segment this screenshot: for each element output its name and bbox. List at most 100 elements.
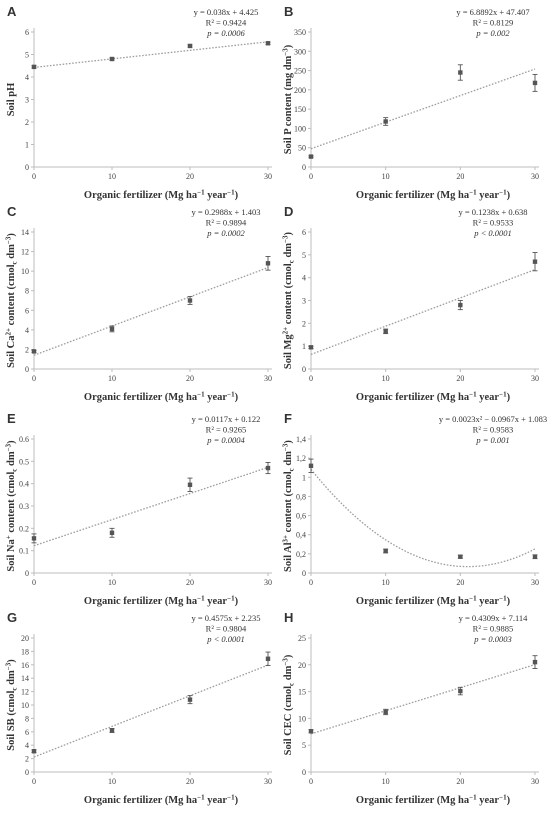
equation-line: R² = 0.9533 [473, 218, 514, 228]
x-tick-label: 20 [456, 777, 464, 786]
data-point [383, 329, 388, 334]
chart-panel-h: 0 5 10 15 20 25 0 10 20 30 H y = 0.4309x + 7.114R² … [282, 610, 539, 807]
trend-line [33, 266, 269, 356]
y-tick-label: 0.1 [19, 547, 29, 556]
panel-letter: D [284, 204, 293, 219]
y-tick-label: 6 [25, 306, 29, 315]
y-tick-label: 350 [294, 28, 306, 37]
x-tick-label: 20 [186, 578, 194, 587]
equation-line: p = 0.0003 [473, 634, 512, 644]
x-tick-label: 10 [382, 172, 390, 181]
data-point [532, 80, 538, 86]
equation-line: R² = 0.8129 [473, 18, 514, 28]
x-tick-label: 10 [382, 777, 390, 786]
x-tick-label: 10 [108, 374, 116, 383]
y-tick-label: 0.3 [19, 502, 29, 511]
trend-line [33, 664, 269, 758]
y-tick-label: 4 [302, 274, 306, 283]
data-point [532, 554, 538, 559]
equation-line: p = 0.002 [475, 28, 510, 38]
trend-line [310, 663, 536, 735]
y-tick-label: 0.6 [19, 435, 29, 444]
data-point [383, 119, 388, 124]
y-tick-label: 2 [25, 755, 29, 764]
equation-line: p = 0.001 [475, 435, 509, 445]
equation-line: R² = 0.9265 [206, 425, 247, 435]
y-tick-label: 3 [25, 96, 29, 105]
data-point [458, 302, 463, 308]
panel-letter: A [7, 4, 17, 19]
x-tick-label: 0 [309, 777, 313, 786]
y-tick-label: 1 [25, 141, 29, 150]
y-tick-label: 150 [294, 105, 306, 114]
x-tick-label: 20 [456, 172, 464, 181]
y-tick-label: 0 [302, 569, 306, 578]
y-tick-label: 0,6 [296, 512, 306, 521]
y-tick-label: 10 [21, 701, 29, 710]
x-tick-label: 30 [531, 777, 539, 786]
data-point [187, 298, 193, 303]
x-tick-label: 10 [108, 578, 116, 587]
equation-line: p = 0.0006 [206, 28, 245, 38]
data-point [308, 345, 314, 350]
data-point [308, 463, 314, 468]
x-axis-title: Organic fertilizer (Mg ha−1 year−1) [84, 189, 239, 202]
equation-line: R² = 0.9885 [473, 624, 514, 634]
y-axis-title: Soil pH [6, 83, 17, 117]
x-tick-label: 30 [264, 374, 272, 383]
y-tick-label: 16 [21, 661, 29, 670]
data-point [532, 659, 538, 665]
data-point [187, 482, 193, 487]
trend-line [33, 41, 269, 69]
data-point [265, 261, 271, 266]
x-tick-label: 10 [108, 777, 116, 786]
equation-line: y = 0.0023x² − 0.0967x + 1.083 [439, 414, 547, 424]
data-point [265, 41, 271, 46]
x-axis-title: Organic fertilizer (Mg ha−1 year−1) [356, 595, 511, 608]
data-point [109, 326, 115, 332]
y-tick-label: 12 [21, 688, 29, 697]
panel-letter: G [7, 610, 17, 625]
y-tick-label: 5 [302, 251, 306, 260]
x-tick-label: 0 [32, 777, 36, 786]
y-axis-title: Soil CEC (cmolc dm−3) [282, 654, 296, 755]
y-tick-label: 0 [302, 768, 306, 777]
x-tick-label: 20 [456, 374, 464, 383]
equation-line: p = 0.0002 [206, 228, 245, 238]
y-tick-label: 0 [302, 365, 306, 374]
y-tick-label: 2 [25, 118, 29, 127]
data-point [265, 465, 271, 471]
x-tick-label: 10 [382, 374, 390, 383]
x-tick-label: 20 [186, 777, 194, 786]
y-tick-label: 0.2 [19, 524, 29, 533]
panel-letter: H [284, 610, 293, 625]
data-point [532, 259, 538, 264]
panel-letter: B [284, 4, 293, 19]
equation-line: y = 0.4309x + 7.114 [459, 613, 529, 623]
y-tick-label: 200 [294, 86, 306, 95]
data-point [458, 688, 463, 694]
y-tick-label: 3 [302, 297, 306, 306]
equation-line: p < 0.0001 [473, 228, 512, 238]
y-tick-label: 0,8 [296, 492, 306, 501]
data-point [187, 697, 193, 702]
x-axis-title: Organic fertilizer (Mg ha−1 year−1) [356, 189, 511, 202]
x-axis-title: Organic fertilizer (Mg ha−1 year−1) [356, 794, 511, 807]
y-tick-label: 4 [25, 326, 29, 335]
y-axis-title: Soil Ca2+ content (cmolc dm−3) [5, 233, 19, 368]
trend-line [33, 466, 269, 547]
y-tick-label: 0 [25, 569, 29, 578]
equation-line: p = 0.0004 [206, 435, 245, 445]
data-point [187, 43, 193, 49]
y-tick-label: 12 [21, 248, 29, 257]
x-tick-label: 30 [531, 578, 539, 587]
y-tick-label: 1 [302, 342, 306, 351]
x-tick-label: 20 [186, 172, 194, 181]
x-axis-title: Organic fertilizer (Mg ha−1 year−1) [84, 391, 239, 404]
y-tick-label: 300 [294, 47, 306, 56]
y-tick-label: 1,4 [296, 435, 306, 444]
y-tick-label: 0.5 [19, 457, 29, 466]
x-tick-label: 30 [531, 374, 539, 383]
